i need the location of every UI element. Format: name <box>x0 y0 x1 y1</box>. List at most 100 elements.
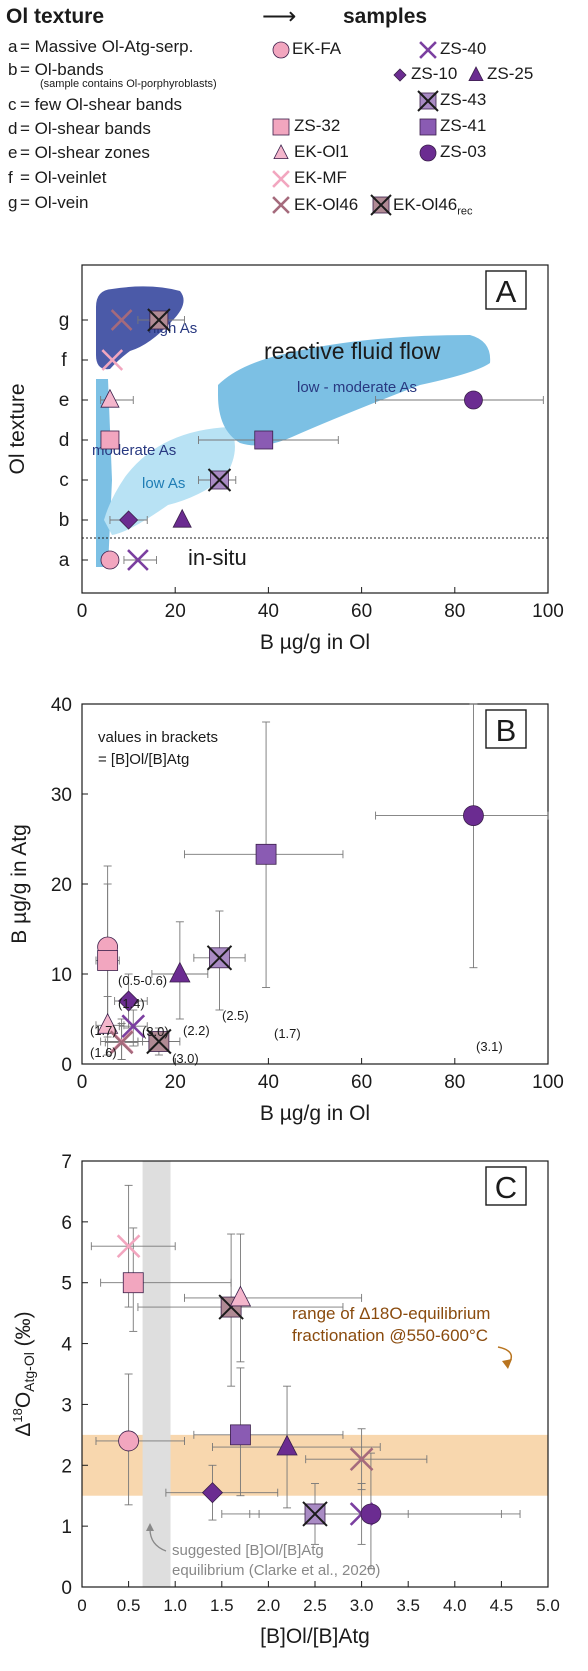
point-b-zs-03 <box>463 805 484 826</box>
point-c-ek-ol46 <box>349 1447 374 1472</box>
x-tick-label-c-2.0: 2.0 <box>257 1596 281 1615</box>
sample-label-ek-ol46-rec: EK-Ol46rec <box>393 195 473 218</box>
legend-marker-zs-40 <box>419 41 437 59</box>
x-tick-label-c-4.0: 4.0 <box>443 1596 467 1615</box>
annotation-low-moderate-as: low - moderate As <box>297 379 417 396</box>
chart-panel-c: 0 0.5 1.0 1.5 2.0 2.5 3.0 3.5 4.0 4.5 5.0 0 1 2 3 4 5 6 7 [… <box>10 1152 560 1648</box>
band-label-line-1: range of Δ18O-equilibrium <box>292 1304 490 1323</box>
x-tick-label-0: 0 <box>77 601 88 622</box>
point-c-zs-03 <box>360 1503 382 1525</box>
x-axis-label-b: B µg/g in Ol <box>260 1102 370 1125</box>
point-a-zs-32 <box>100 430 120 450</box>
x-axis-label: B µg/g in Ol <box>260 631 370 654</box>
y-axis-label: Ol texture <box>6 383 29 474</box>
low-as-field <box>104 427 235 535</box>
point-label-b-zs-43: (2.5) <box>222 1008 249 1023</box>
band-arrow-head <box>502 1359 512 1369</box>
equilibrium-label-line-2: equilibrium (Clarke et al., 2020) <box>172 1562 380 1579</box>
sample-legend-markers <box>272 41 484 216</box>
sample-label-zs-03: ZS-03 <box>440 142 487 161</box>
annotation-reactive-fluid-flow: reactive fluid flow <box>264 338 441 364</box>
panel-label-b-box <box>485 709 527 749</box>
point-a-ek-ol46rec <box>147 308 171 332</box>
annotation-low-as: low As <box>142 475 185 492</box>
sample-label-zs-10: ZS-10 <box>411 64 458 83</box>
x-tick-label-c-2.5: 2.5 <box>303 1596 327 1615</box>
panel-label-a: A <box>496 274 517 309</box>
texture-fields <box>96 286 491 567</box>
high-as-field <box>96 286 184 370</box>
equilibrium-arrow <box>149 1528 167 1552</box>
y-tick-label-e: e <box>59 390 70 411</box>
panel-a-frame <box>81 264 549 594</box>
legend-marker-ek-ol46rec <box>370 194 392 216</box>
x-tick-label-c-3.0: 3.0 <box>350 1596 374 1615</box>
point-a-ek-ol46 <box>110 309 133 331</box>
panel-a-points <box>100 308 544 571</box>
y-tick-label-c-0: 0 <box>61 1578 72 1599</box>
x-tick-label-c-5.0: 5.0 <box>536 1596 560 1615</box>
legend-marker-zs-03 <box>419 144 437 162</box>
point-c-zs-43 <box>302 1501 328 1527</box>
point-b-zs-32 <box>97 950 119 971</box>
point-label-b-ek-ol46rec: (3.0) <box>172 1051 199 1066</box>
point-b-zs-41 <box>255 843 277 865</box>
x-tick-label-b-60: 60 <box>351 1072 372 1093</box>
point-c-ek-fa <box>118 1430 140 1452</box>
x-axis-label-c: [B]Ol/[B]Atg <box>260 1625 370 1648</box>
point-c-ek-mf <box>116 1234 141 1259</box>
sample-label-ek-fa: EK-FA <box>292 39 342 58</box>
note-line-2: = [B]Ol/[B]Atg <box>98 751 189 768</box>
x-tick-label-40: 40 <box>258 601 279 622</box>
y-tick-label-b-30: 30 <box>51 785 72 806</box>
point-c-zs-25 <box>276 1434 298 1456</box>
x-tick-label-b-40: 40 <box>258 1072 279 1093</box>
y-tick-label-b-40: 40 <box>51 695 72 716</box>
legend-marker-zs-10 <box>393 68 407 82</box>
panel-label-c: C <box>495 1170 517 1205</box>
legend: Ol texture ⟶ samples a = Massive Ol-Atg-s… <box>0 0 588 250</box>
legend-marker-zs-25 <box>468 66 484 81</box>
x-tick-label-b-80: 80 <box>444 1072 465 1093</box>
panel-b-points <box>95 703 549 1060</box>
point-a-ek-fa <box>100 550 120 570</box>
sample-label-zs-25: ZS-25 <box>487 64 534 83</box>
point-b-zs-43 <box>206 945 233 971</box>
y-tick-label-c-7: 7 <box>61 1152 72 1173</box>
y-tick-label-b-0: 0 <box>61 1055 72 1076</box>
sample-label-zs-41: ZS-41 <box>440 116 487 135</box>
x-tick-label-c-1.0: 1.0 <box>163 1596 187 1615</box>
point-b-zs-25 <box>169 961 191 983</box>
point-b-ek-ol46rec <box>146 1028 172 1055</box>
sample-label-ek-mf: EK-MF <box>294 168 347 187</box>
y-tick-label-c-5: 5 <box>61 1274 72 1295</box>
x-tick-label-c-4.5: 4.5 <box>490 1596 514 1615</box>
point-label-b-zs-41: (1.7) <box>274 1026 301 1041</box>
legend-marker-ek-ol46 <box>272 196 290 214</box>
point-label-b-ek-fa: (0.5-0.6) <box>118 973 167 988</box>
legend-marker-zs-43 <box>417 90 439 112</box>
x-tick-label-100: 100 <box>532 601 564 622</box>
y-tick-label-f: f <box>61 350 67 371</box>
y-tick-label-c: c <box>59 470 69 491</box>
y-tick-label-b: b <box>59 510 70 531</box>
point-c-zs-32 <box>122 1272 144 1294</box>
texture-header: Ol texture <box>6 5 105 28</box>
y-tick-label-a: a <box>59 550 70 571</box>
legend-arrow-icon: ⟶ <box>262 3 297 30</box>
point-label-b-zs-10: (1.4) <box>118 996 145 1011</box>
panel-label-b: B <box>496 713 517 748</box>
equilibrium-label-line-1: suggested [B]Ol/[B]Atg <box>172 1542 324 1559</box>
legend-marker-ek-fa <box>272 41 290 59</box>
panel-label-c-box <box>485 1166 527 1206</box>
point-label-b-zs-25: (2.2) <box>183 1023 210 1038</box>
band-label-line-2: fractionation @550-600°C <box>292 1326 488 1345</box>
samples-header: samples <box>343 5 428 28</box>
y-tick-label-c-3: 3 <box>61 1395 72 1416</box>
x-tick-label-80: 80 <box>444 601 465 622</box>
y-tick-label-b-10: 10 <box>51 965 72 986</box>
x-tick-label-60: 60 <box>351 601 372 622</box>
panel-c-points <box>90 1184 521 1570</box>
annotation-in-situ: in-situ <box>188 545 247 570</box>
point-label-b-zs-40: (3.0) <box>142 1024 169 1039</box>
